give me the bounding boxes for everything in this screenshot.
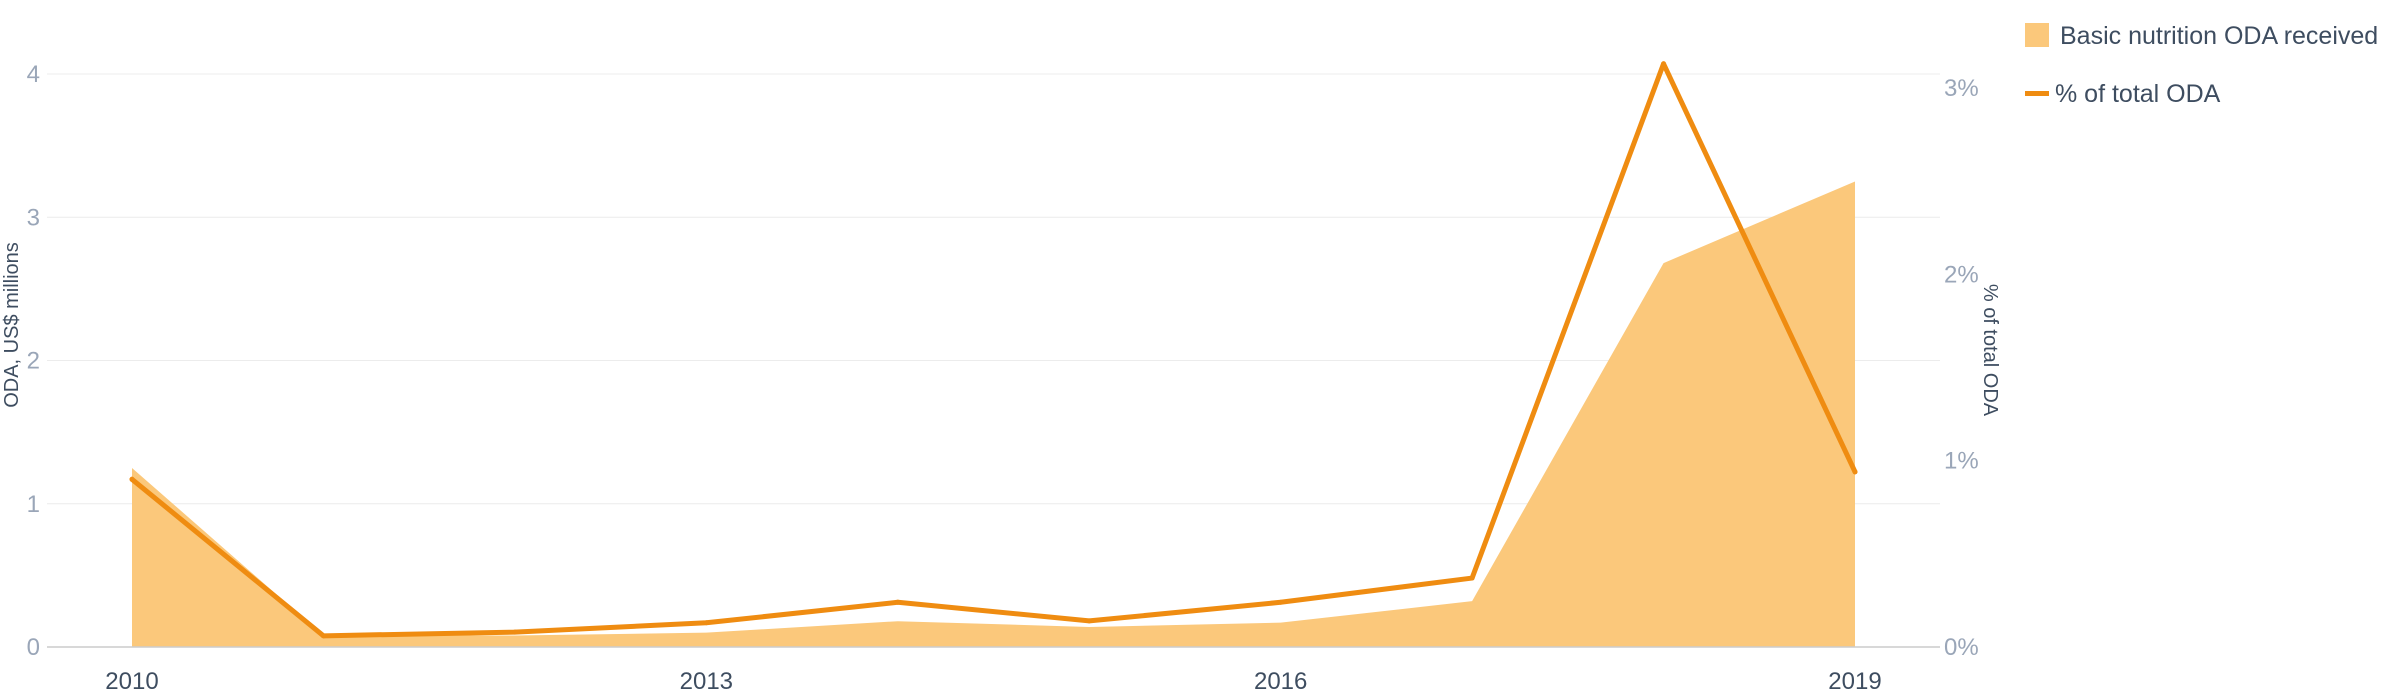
line-series-pct-total-oda[interactable] bbox=[129, 61, 1858, 639]
right-axis-title: % of total ODA bbox=[1979, 284, 2001, 417]
right-axis-ticks: 0% 1% 2% 3% bbox=[1944, 75, 1979, 661]
area-series-layer bbox=[132, 181, 1855, 647]
right-tick-label-3: 3% bbox=[1944, 75, 1979, 102]
legend-label-area[interactable]: Basic nutrition ODA received bbox=[2060, 22, 2378, 50]
left-axis-title: ODA, US$ millions bbox=[1, 242, 23, 408]
line-point-2011[interactable] bbox=[320, 633, 326, 639]
right-tick-label-0: 0% bbox=[1944, 634, 1979, 661]
area-series-basic-nutrition[interactable] bbox=[132, 181, 1855, 647]
left-tick-label-3: 3 bbox=[27, 204, 40, 231]
line-point-2019[interactable] bbox=[1852, 469, 1858, 475]
line-point-2013[interactable] bbox=[703, 620, 709, 626]
x-tick-label-2: 2016 bbox=[1254, 668, 1307, 695]
line-point-2016[interactable] bbox=[1278, 599, 1284, 605]
line-point-2010[interactable] bbox=[129, 476, 135, 482]
line-series-layer bbox=[129, 61, 1858, 639]
line-point-2014[interactable] bbox=[895, 599, 901, 605]
x-axis-ticks: 2010 2013 2016 2019 bbox=[105, 668, 1881, 695]
legend-label-line[interactable]: % of total ODA bbox=[2055, 80, 2221, 108]
legend: Basic nutrition ODA received % of total … bbox=[2025, 22, 2378, 108]
left-tick-label-4: 4 bbox=[27, 61, 40, 88]
legend-swatch-line[interactable] bbox=[2025, 91, 2049, 96]
right-tick-label-2: 2% bbox=[1944, 261, 1979, 288]
left-tick-label-2: 2 bbox=[27, 348, 40, 375]
x-tick-label-0: 2010 bbox=[105, 668, 158, 695]
line-point-2012[interactable] bbox=[512, 629, 518, 635]
right-tick-label-1: 1% bbox=[1944, 448, 1979, 475]
line-point-2015[interactable] bbox=[1086, 618, 1092, 624]
left-axis-ticks: 0 1 2 3 4 bbox=[27, 61, 40, 661]
x-tick-label-1: 2013 bbox=[680, 668, 733, 695]
legend-swatch-area[interactable] bbox=[2025, 23, 2049, 47]
left-tick-label-1: 1 bbox=[27, 491, 40, 518]
left-tick-label-0: 0 bbox=[27, 634, 40, 661]
x-tick-label-3: 2019 bbox=[1828, 668, 1881, 695]
line-point-2018[interactable] bbox=[1661, 61, 1667, 67]
line-point-2017[interactable] bbox=[1469, 575, 1475, 581]
